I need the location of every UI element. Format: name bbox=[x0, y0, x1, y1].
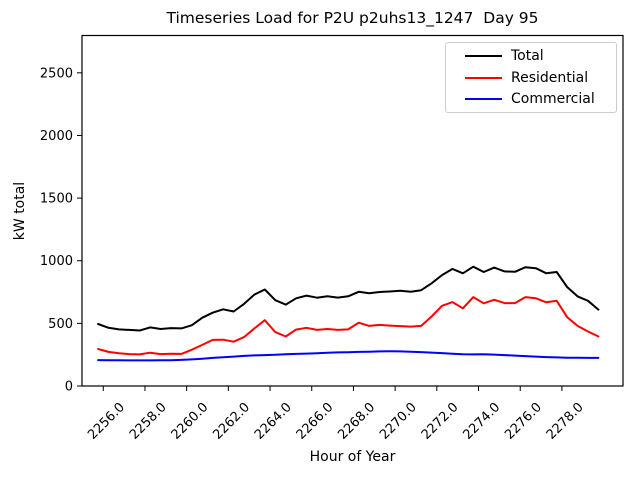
total-line bbox=[97, 265, 600, 332]
chart-title: Timeseries Load for P2U p2uhs13_1247 Day… bbox=[166, 9, 539, 27]
commercial-line bbox=[97, 350, 600, 362]
legend-item-commercial: Commercial bbox=[465, 89, 616, 110]
x-tick-label: 2264.0 bbox=[252, 400, 295, 443]
y-tick-label: 500 bbox=[48, 317, 73, 332]
residential-line bbox=[97, 296, 600, 356]
y-tick-label: 1500 bbox=[40, 192, 73, 207]
y-tick-label: 2000 bbox=[40, 129, 73, 144]
legend-line-sample-commercial bbox=[465, 98, 502, 100]
x-tick-label: 2260.0 bbox=[169, 400, 212, 443]
legend-label-residential: Residential bbox=[511, 69, 589, 86]
x-tick-label: 2270.0 bbox=[377, 400, 420, 443]
x-tick-label: 2268.0 bbox=[335, 400, 378, 443]
x-tick-label: 2278.0 bbox=[544, 400, 587, 443]
legend-item-residential: Residential bbox=[465, 67, 616, 88]
legend-label-commercial: Commercial bbox=[511, 91, 595, 107]
y-tick-label: 1000 bbox=[40, 254, 73, 269]
x-tick-label: 2258.0 bbox=[127, 400, 170, 443]
legend-line-sample-total bbox=[465, 55, 502, 57]
legend-label-total: Total bbox=[511, 48, 544, 64]
legend: Total Residential Commercial bbox=[445, 42, 617, 113]
x-tick-label: 2276.0 bbox=[502, 400, 545, 443]
x-tick-label: 2272.0 bbox=[419, 400, 462, 443]
legend-item-total: Total bbox=[465, 46, 616, 67]
x-tick-label: 2274.0 bbox=[460, 400, 503, 443]
plot-border bbox=[81, 34, 624, 387]
y-tick-label: 2500 bbox=[40, 66, 73, 81]
y-tick-label: 0 bbox=[65, 380, 73, 395]
legend-line-sample-residential bbox=[465, 76, 502, 79]
x-axis-label: Hour of Year bbox=[309, 449, 396, 465]
y-axis-label: kW total bbox=[12, 181, 28, 241]
x-tick-label: 2262.0 bbox=[210, 400, 253, 443]
x-tick-label: 2266.0 bbox=[294, 400, 337, 443]
x-tick-label: 2256.0 bbox=[85, 400, 128, 443]
